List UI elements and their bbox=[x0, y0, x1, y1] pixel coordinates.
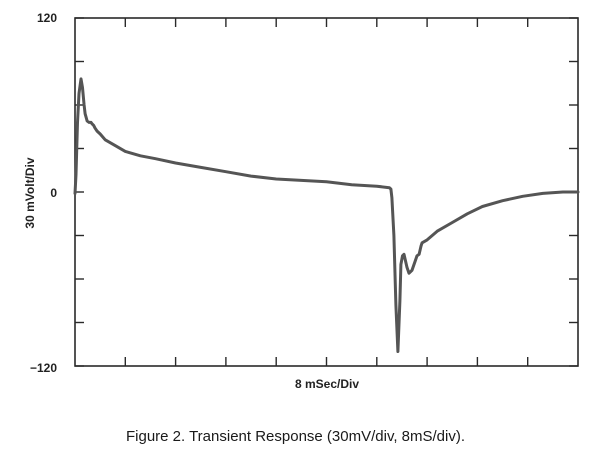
tick-marks bbox=[75, 17, 578, 367]
y-axis-title: 30 mVolt/Div bbox=[23, 157, 37, 228]
axes bbox=[74, 17, 579, 367]
x-axis-title: 8 mSec/Div bbox=[295, 377, 359, 391]
y-tick-label-top: 120 bbox=[37, 11, 57, 25]
trace-group bbox=[73, 77, 580, 353]
y-tick-label-zero: 0 bbox=[50, 186, 57, 200]
plot-frame bbox=[74, 17, 579, 367]
figure-caption: Figure 2. Transient Response (30mV/div, … bbox=[125, 428, 466, 445]
y-tick-label-bottom: −120 bbox=[30, 361, 57, 375]
transient-response-trace bbox=[73, 77, 580, 353]
